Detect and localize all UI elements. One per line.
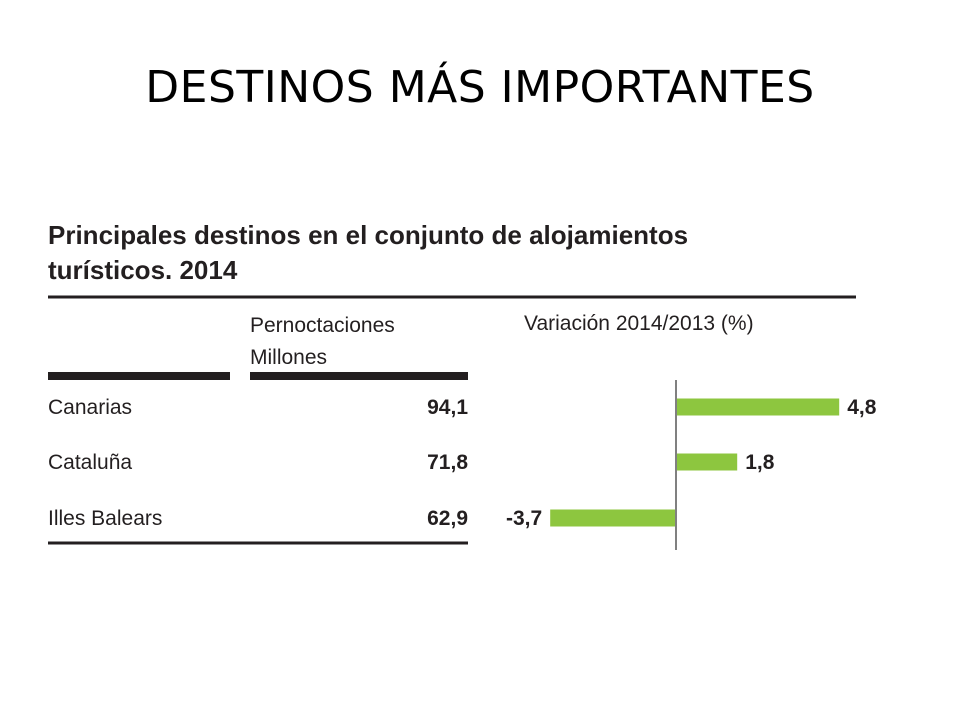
table-rows: Canarias 94,1 Cataluña 71,8 Illes Balears 62,… (48, 396, 468, 530)
variation-header: Variación 2014/2013 (%) (524, 312, 754, 335)
chart-title-line1: Principales destinos en el conjunto de a… (48, 220, 688, 250)
row-pernoctaciones: 71,8 (427, 451, 468, 474)
row-pernoctaciones: 62,9 (427, 507, 468, 530)
slide-title: DESTINOS MÁS IMPORTANTES (145, 62, 815, 113)
values-header-line1: Pernoctaciones (250, 314, 395, 337)
chart-title-line2: turísticos. 2014 (48, 255, 238, 285)
variation-label: -3,7 (506, 507, 542, 530)
values-header-line2: Millones (250, 346, 327, 369)
row-destination: Cataluña (48, 451, 132, 474)
header-bar-values (250, 372, 468, 380)
row-pernoctaciones: 94,1 (427, 396, 468, 419)
row-destination: Canarias (48, 396, 132, 419)
row-destination: Illes Balears (48, 507, 162, 530)
variation-bar (676, 453, 738, 471)
variation-label: 4,8 (847, 396, 877, 419)
variation-bars: 4,8 1,8 -3,7 (506, 396, 877, 530)
variation-bar (550, 509, 676, 527)
variation-label: 1,8 (745, 451, 775, 474)
variation-bar (676, 398, 840, 416)
header-bar-destination (48, 372, 230, 380)
